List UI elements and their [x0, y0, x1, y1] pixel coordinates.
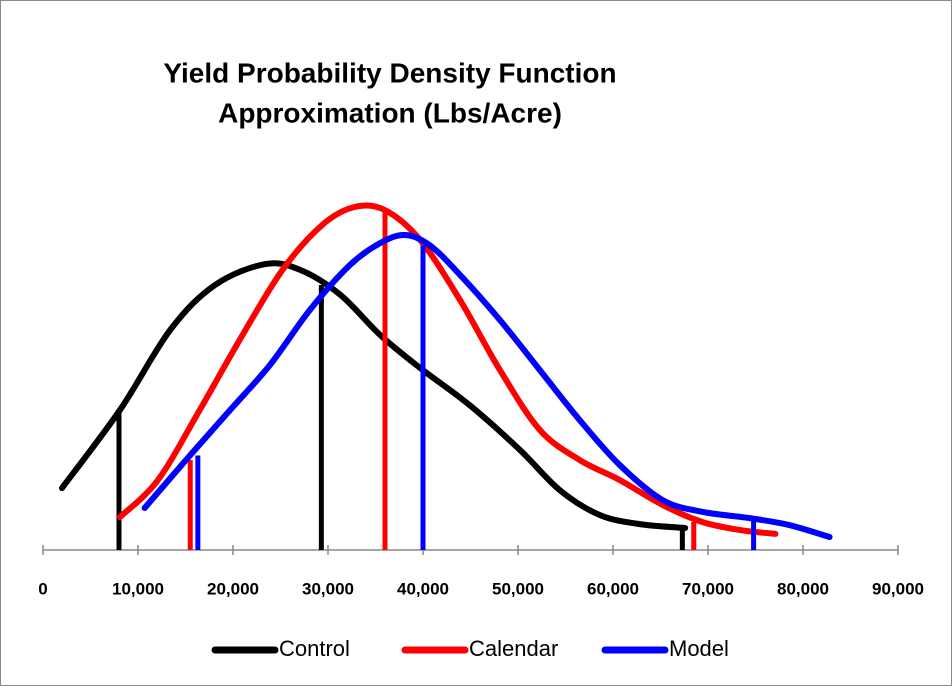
- x-tick-label: 50,000: [492, 579, 544, 598]
- legend-label: Calendar: [469, 636, 558, 661]
- x-tick-label: 20,000: [207, 579, 259, 598]
- x-tick-label: 70,000: [682, 579, 734, 598]
- chart-title: Approximation (Lbs/Acre): [218, 97, 562, 128]
- legend-label: Control: [279, 636, 350, 661]
- series-line: [141, 231, 833, 541]
- series-line: [59, 260, 689, 531]
- x-tick-label: 0: [38, 579, 47, 598]
- x-tick-label: 30,000: [302, 579, 354, 598]
- x-tick-label: 60,000: [587, 579, 639, 598]
- x-tick-label: 10,000: [112, 579, 164, 598]
- x-tick-label: 90,000: [872, 579, 924, 598]
- chart-title: Yield Probability Density Function: [163, 57, 616, 88]
- x-tick-label: 80,000: [777, 579, 829, 598]
- x-tick-label: 40,000: [397, 579, 449, 598]
- legend-label: Model: [669, 636, 729, 661]
- series-line: [116, 202, 779, 537]
